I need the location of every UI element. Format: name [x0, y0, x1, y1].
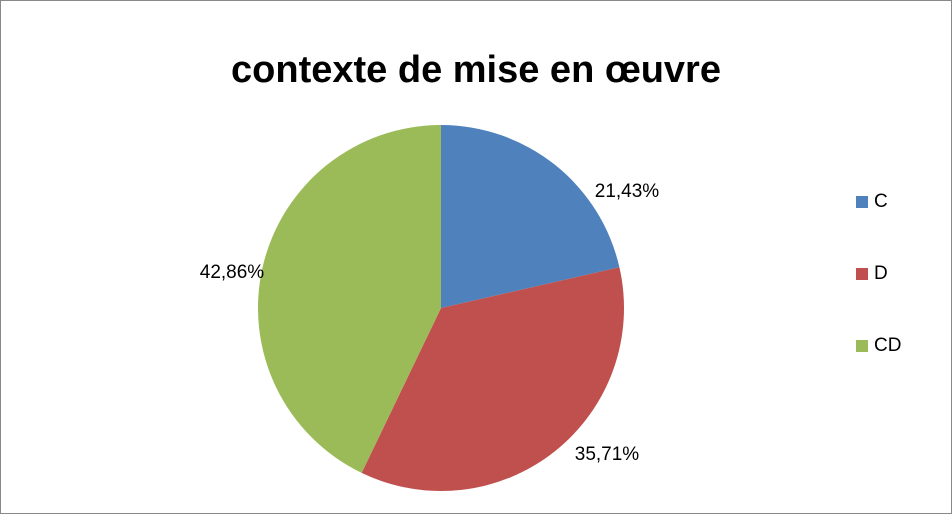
legend-marker	[856, 340, 868, 352]
data-label: 35,71%	[575, 444, 640, 465]
pie-slice	[361, 267, 624, 491]
pie-slice	[441, 125, 620, 308]
legend-label: CD	[874, 335, 901, 356]
legend-marker	[856, 268, 868, 280]
legend-label: C	[874, 191, 888, 212]
pie-slice	[258, 125, 441, 473]
legend-marker	[856, 196, 868, 208]
legend-label: D	[874, 263, 888, 284]
chart-title: contexte de mise en œuvre	[231, 49, 721, 91]
data-label: 21,43%	[595, 181, 660, 202]
data-label: 42,86%	[200, 262, 265, 283]
